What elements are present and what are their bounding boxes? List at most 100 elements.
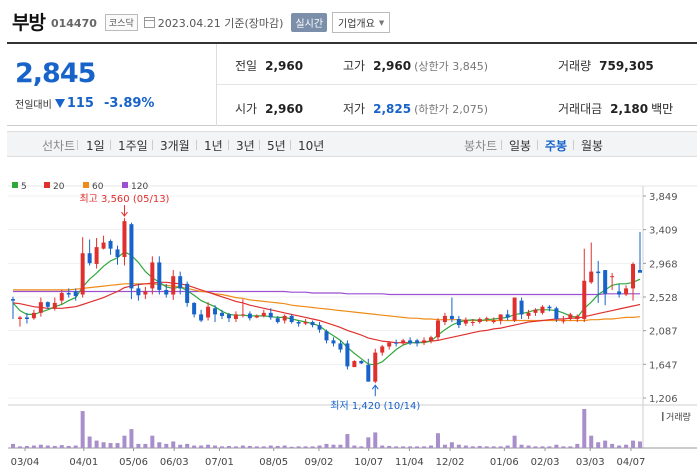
x-tick-label: 08/05: [259, 457, 288, 468]
volume-bar: [150, 435, 155, 448]
y-tick-label: 3,849: [649, 192, 678, 203]
candle-body: [449, 315, 454, 319]
volume-bar: [373, 432, 378, 448]
stat-amount: 거래대금 2,180 백만: [558, 100, 673, 117]
realtime-button[interactable]: 실시간: [291, 13, 328, 32]
volume-bar: [408, 446, 413, 448]
stock-code: 014470: [50, 16, 97, 30]
volume-bar: [498, 446, 503, 448]
tab-weekly-candle[interactable]: 주봉: [545, 139, 568, 153]
volume-bar: [38, 444, 43, 448]
candle-body: [526, 312, 531, 316]
candle-body: [338, 343, 343, 350]
volume-bar: [429, 445, 433, 448]
candle-body: [192, 302, 197, 315]
x-tick-label: 07/01: [205, 457, 234, 468]
volume-bar: [526, 445, 531, 448]
company-overview-label: 기업개요: [338, 19, 375, 30]
candle-body: [512, 297, 517, 321]
volume-bar: [617, 445, 622, 448]
tab-period-1y[interactable]: 1년: [204, 139, 223, 153]
price-change: 전일대비 115 -3.89%: [15, 96, 154, 111]
company-overview-select[interactable]: 기업개요 ▼: [332, 12, 391, 33]
candle-body: [491, 320, 496, 323]
tab-monthly-candle[interactable]: 월봉: [581, 139, 604, 153]
stat-label: 거래량: [558, 59, 592, 73]
change-label: 전일대비: [15, 100, 52, 111]
stat-label: 시가: [235, 102, 258, 116]
volume-bar: [73, 445, 78, 448]
volume-bar: [122, 435, 127, 448]
candle-body: [603, 270, 608, 294]
candle-body: [31, 312, 36, 319]
tab-period-1d[interactable]: 1일: [86, 139, 105, 153]
volume-bar: [240, 445, 245, 448]
tab-period-3y[interactable]: 3년: [236, 139, 255, 153]
candle-body: [359, 361, 364, 364]
volume-bar: [213, 445, 218, 448]
tab-period-10y[interactable]: 10년: [298, 139, 325, 153]
candle-body: [136, 288, 141, 296]
x-tick-label: 06/03: [160, 457, 189, 468]
volume-bar: [157, 442, 162, 448]
volume-label: 거래량: [666, 411, 691, 423]
volume-bar: [317, 445, 322, 448]
divider: [259, 140, 260, 150]
volume-bar: [505, 445, 510, 448]
candle-body: [505, 314, 510, 318]
change-amount: 115: [66, 96, 94, 111]
down-arrow-icon: [54, 99, 65, 108]
candle-body: [178, 276, 183, 289]
ma20-line: [12, 281, 641, 344]
high-arrow-head: [121, 211, 128, 217]
volume-bar: [380, 445, 385, 448]
candle-body: [94, 247, 99, 264]
candle-body: [150, 262, 155, 289]
tab-period-3m[interactable]: 3개월: [160, 139, 190, 153]
tab-period-1w[interactable]: 1주일: [118, 139, 148, 153]
tab-period-5y[interactable]: 5년: [267, 139, 286, 153]
stat-value: 2,180: [610, 102, 649, 116]
volume-bar: [289, 446, 294, 448]
volume-bar: [338, 444, 343, 448]
ma60-line: [13, 283, 641, 322]
volume-bar: [129, 429, 134, 448]
chevron-down-icon: ▼: [378, 18, 385, 27]
candle-body: [220, 312, 224, 316]
divider: [77, 140, 78, 150]
volume-bar: [87, 436, 92, 448]
volume-bar: [435, 433, 440, 448]
candle-body: [164, 289, 169, 295]
volume-bar: [226, 445, 231, 448]
volume-bar: [178, 444, 183, 448]
candle-body: [157, 262, 162, 290]
y-tick-label: 1,647: [649, 360, 678, 371]
market-badge: 코스닥: [104, 14, 138, 31]
volume-bar: [512, 435, 517, 448]
volume-bar: [17, 446, 22, 448]
volume-bar: [282, 445, 287, 448]
candle-body: [122, 221, 127, 258]
tab-daily-candle[interactable]: 일봉: [509, 139, 532, 153]
stat-value: 2,960: [265, 102, 304, 116]
volume-bar: [254, 446, 259, 448]
x-tick-label: 09/02: [305, 457, 334, 468]
volume-bar: [596, 442, 601, 448]
stat-label: 거래대금: [558, 102, 603, 116]
volume-bar: [638, 441, 642, 448]
legend-swatch: [44, 182, 50, 188]
x-tick-label: 03/04: [11, 457, 40, 468]
candle-body: [289, 315, 294, 323]
volume-bar: [540, 446, 545, 448]
stat-low: 저가 2,825 (하한가 2,075): [343, 100, 488, 117]
ma5-line: [12, 250, 641, 366]
volume-bar: [24, 445, 29, 448]
candle-chart-label: 봉차트: [464, 139, 498, 153]
candle-body: [568, 314, 573, 319]
x-tick-label: 12/02: [436, 457, 465, 468]
candle-body: [554, 308, 559, 319]
x-tick-label: 03/03: [576, 457, 605, 468]
candle-body: [617, 291, 622, 295]
stat-value: 759,305: [599, 59, 654, 73]
